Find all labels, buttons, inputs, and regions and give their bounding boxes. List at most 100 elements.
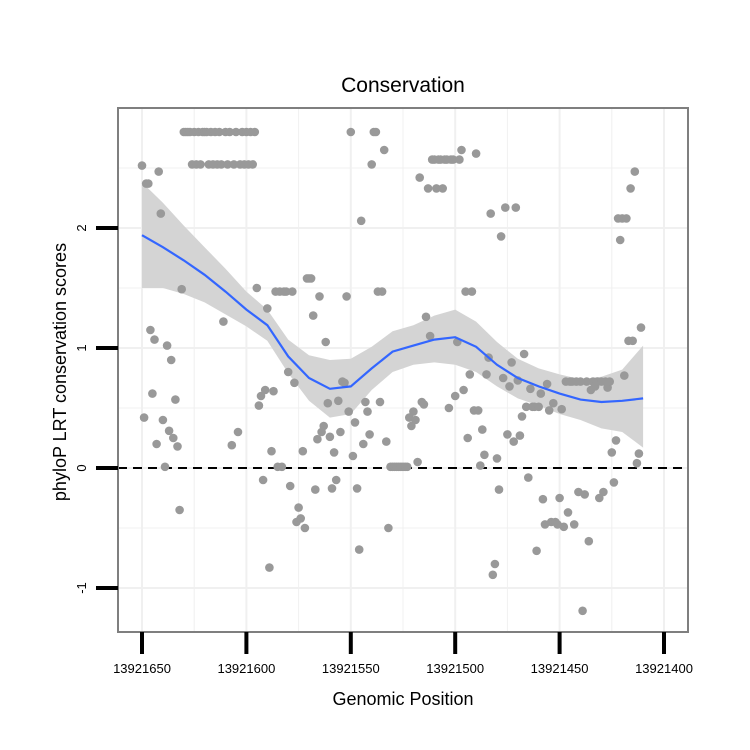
data-point [463,433,473,443]
data-point [519,349,529,359]
smooth-line [141,234,644,404]
data-point [421,312,431,322]
data-point [219,317,228,326]
data-point [517,412,527,421]
grid [118,108,688,632]
data-point [340,378,349,388]
data-point [494,485,504,494]
data-point [542,379,552,389]
data-point [478,425,487,434]
data-point [473,406,483,415]
data-point [384,523,393,533]
data-point [263,304,272,313]
data-point [154,167,163,176]
data-point [609,478,619,487]
data-point [636,323,646,332]
data-point [438,184,448,193]
data-point [536,389,546,398]
y-tick-label: 0 [74,464,89,471]
data-point [448,155,458,164]
data-point [348,451,358,461]
x-tick-label: 13921650 [113,661,171,676]
data-point [363,407,372,416]
data-point [300,523,310,533]
data-point [569,520,579,529]
data-point [306,274,316,283]
data-point [611,436,621,445]
data-point [156,209,166,218]
data-point [367,160,377,169]
data-point [177,284,186,294]
data-point [509,437,518,446]
data-point [329,448,339,457]
data-point [415,173,425,182]
data-point [148,389,157,398]
points-layer [137,127,646,616]
data-point [455,155,464,164]
x-axis-label: Genomic Position [332,689,473,709]
x-tick-label: 13921400 [635,661,693,676]
data-point [269,386,278,396]
data-point [344,407,354,416]
data-point [607,448,617,457]
data-point [595,493,604,503]
data-point [334,396,343,406]
data-point [409,407,418,416]
data-point [352,484,362,493]
data-point [505,382,514,391]
data-point [254,401,264,410]
x-tick-label: 13921600 [217,661,275,676]
data-point [490,559,500,569]
data-point [555,493,564,503]
data-point [488,570,498,580]
x-tick-label: 13921550 [322,661,380,676]
data-point [557,404,566,414]
data-point [559,522,569,532]
data-point [419,400,429,409]
data-point [277,462,287,472]
data-point [379,145,389,155]
data-point [336,427,345,437]
data-point [139,413,149,422]
data-point [144,179,153,188]
data-point [250,127,260,137]
data-point [146,325,155,335]
data-point [407,421,416,431]
data-point [217,160,226,169]
data-point [457,145,466,155]
data-point [225,127,234,137]
data-point [382,437,391,446]
data-point [164,426,174,436]
data-point [459,385,468,395]
y-tick-label: -1 [74,582,89,594]
data-point [281,287,291,296]
data-point [620,371,629,380]
data-point [327,484,337,493]
data-point [444,403,454,413]
data-point [158,415,168,425]
data-point [175,505,184,515]
data-point [248,160,257,169]
data-point [544,406,554,415]
data-point [526,384,535,394]
data-point [375,397,385,407]
smooth-line-layer [141,234,644,404]
data-point [285,481,295,491]
data-point [315,292,324,301]
data-point [584,536,594,546]
chart-title: Conservation [341,74,465,97]
data-point [173,442,182,451]
data-point [498,373,508,383]
data-point [615,235,625,245]
data-point [342,292,351,301]
data-point [377,287,387,296]
data-point [256,391,266,401]
data-point [371,127,381,137]
data-point [229,160,239,169]
data-point [605,377,614,386]
data-point [160,462,170,472]
data-point [413,457,422,467]
data-point [323,398,333,408]
data-point [628,336,637,346]
data-point [496,232,506,241]
